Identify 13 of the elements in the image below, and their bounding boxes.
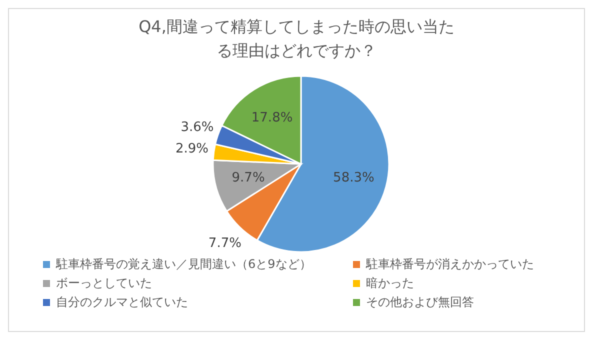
legend-label: 自分のクルマと似ていた xyxy=(56,294,188,311)
data-label: 58.3% xyxy=(333,170,374,186)
legend-label: 駐車枠番号が消えかかっていた xyxy=(366,256,534,273)
legend-label: その他および無回答 xyxy=(366,294,474,311)
data-label: 7.7% xyxy=(208,236,242,251)
data-label: 2.9% xyxy=(175,142,209,157)
legend-label: 駐車枠番号の覚え違い／見間違い（6と9など） xyxy=(56,256,312,273)
chart-title: Q4,間違って精算してしまった時の思い当たる理由はどれですか？ xyxy=(138,16,456,62)
legend-label: 暗かった xyxy=(366,275,414,292)
data-label: 3.6% xyxy=(180,120,214,135)
legend-label: ボーっとしていた xyxy=(56,275,152,292)
data-label: 17.8% xyxy=(251,110,293,126)
data-label: 9.7% xyxy=(232,170,265,186)
